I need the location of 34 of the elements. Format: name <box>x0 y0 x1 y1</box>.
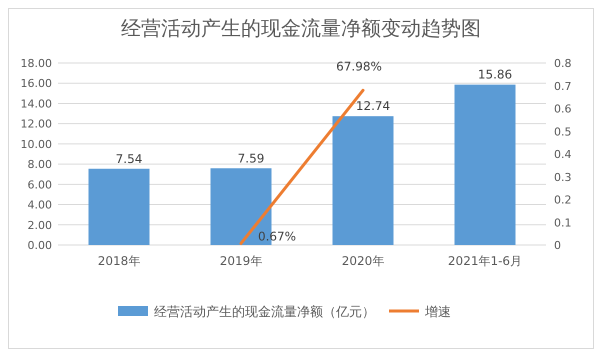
y2-tick-label: 0.4 <box>554 148 572 161</box>
data-label: 67.98% <box>336 59 382 74</box>
y-tick-label: 16.00 <box>20 77 52 90</box>
data-label: 15.86 <box>478 68 512 82</box>
bar <box>88 168 150 245</box>
legend-label: 经营活动产生的现金流量净额（亿元） <box>154 304 375 320</box>
y2-tick-label: 0.2 <box>554 194 572 206</box>
data-label: 7.54 <box>116 152 142 166</box>
y2-tick-label: 0.6 <box>554 102 572 116</box>
y2-tick-label: 0.3 <box>554 170 572 184</box>
y-tick-label: 4.00 <box>28 198 52 212</box>
y-tick-label: 10.00 <box>20 138 52 151</box>
chart-title: 经营活动产生的现金流量净额变动趋势图 <box>121 16 481 40</box>
data-label: 7.59 <box>238 151 264 166</box>
x-tick-label: 2018年 <box>98 254 140 268</box>
x-tick-label: 2019年 <box>220 254 262 268</box>
y-tick-label: 12.00 <box>20 118 52 131</box>
legend-label: 增速 <box>424 305 451 320</box>
y2-tick-label: 0.7 <box>554 80 572 93</box>
y2-tick-label: 0.8 <box>554 57 572 70</box>
bar <box>332 116 394 245</box>
y2-tick-label: 0.5 <box>554 125 572 138</box>
x-tick-label: 2021年1-6月 <box>448 254 522 268</box>
y-tick-label: 8.00 <box>28 158 52 172</box>
y2-tick-label: 0 <box>554 239 561 252</box>
y-tick-label: 0.00 <box>28 239 52 252</box>
y-tick-label: 2.00 <box>28 218 52 232</box>
y-tick-label: 6.00 <box>28 178 52 192</box>
y2-tick-label: 0.1 <box>554 216 572 230</box>
y-tick-label: 14.00 <box>20 97 52 110</box>
y-tick-label: 18.00 <box>20 57 52 70</box>
bar <box>454 84 516 245</box>
x-tick-label: 2020年 <box>342 254 384 268</box>
data-label: 12.74 <box>356 99 390 114</box>
